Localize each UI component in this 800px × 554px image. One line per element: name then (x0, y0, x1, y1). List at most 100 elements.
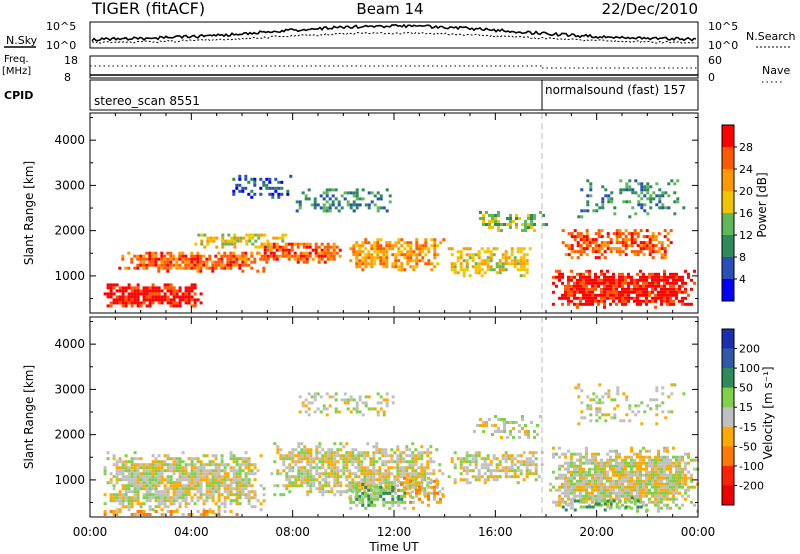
heatmap-cell (259, 177, 263, 181)
heatmap-cell (473, 430, 476, 433)
heatmap-cell (355, 401, 359, 405)
heatmap-cell (369, 481, 373, 485)
heatmap-cell (423, 475, 427, 479)
heatmap-cell (130, 472, 134, 476)
heatmap-cell (654, 293, 657, 297)
heatmap-cell (388, 500, 392, 504)
heatmap-cell (579, 299, 582, 303)
heatmap-cell (394, 256, 398, 260)
heatmap-cell (583, 416, 587, 420)
heatmap-cell (409, 491, 412, 495)
heatmap-cell (157, 493, 161, 497)
heatmap-cell (300, 478, 304, 482)
heatmap-cell (612, 293, 615, 297)
heatmap-cell (433, 479, 436, 483)
heatmap-cell (606, 235, 610, 239)
heatmap-cell (376, 209, 380, 213)
heatmap-cell (232, 457, 236, 461)
heatmap-cell (277, 180, 281, 184)
heatmap-cell (157, 484, 161, 488)
heatmap-cell (576, 287, 579, 291)
heatmap-cell (154, 257, 158, 261)
heatmap-cell (241, 260, 245, 264)
heatmap-cell (118, 301, 122, 305)
heatmap-cell (489, 265, 493, 269)
heatmap-cell (175, 478, 179, 482)
heatmap-cell (280, 180, 284, 184)
heatmap-cell (570, 452, 573, 456)
heatmap-cell (352, 485, 356, 489)
heatmap-cell (405, 472, 409, 476)
heatmap-cell (646, 212, 650, 216)
heatmap-cell (618, 476, 621, 480)
heatmap-cell (154, 251, 158, 255)
heatmap-cell (376, 392, 380, 396)
heatmap-cell (654, 235, 658, 239)
heatmap-cell (160, 460, 164, 464)
heatmap-cell (639, 250, 643, 254)
heatmap-cell (418, 247, 422, 251)
heatmap-cell (486, 259, 490, 263)
heatmap-cell (600, 235, 604, 239)
heatmap-cell (589, 419, 593, 423)
heatmap-cell (633, 485, 636, 489)
heatmap-cell (642, 482, 645, 486)
heatmap-cell (539, 211, 542, 214)
heatmap-cell (435, 448, 439, 452)
heatmap-cell (163, 493, 167, 497)
heatmap-cell (118, 499, 122, 503)
heatmap-cell (603, 497, 606, 501)
heatmap-cell (312, 466, 316, 470)
heatmap-cell (533, 217, 536, 220)
heatmap-cell (348, 472, 352, 476)
heatmap-cell (609, 455, 612, 459)
heatmap-cell (115, 475, 119, 479)
heatmap-cell (157, 469, 161, 473)
heatmap-cell (358, 488, 362, 492)
heatmap-cell (393, 487, 397, 491)
heatmap-cell (285, 454, 289, 458)
heatmap-cell (561, 229, 565, 233)
heatmap-cell (684, 473, 687, 477)
heatmap-cell (352, 253, 356, 257)
heatmap-cell (549, 488, 552, 492)
heatmap-cell (394, 241, 398, 245)
heatmap-cell (591, 485, 594, 489)
heatmap-cell (175, 301, 179, 305)
heatmap-cell (322, 197, 326, 201)
heatmap-cell (364, 256, 368, 260)
heatmap-cell (573, 467, 576, 471)
heatmap-cell (142, 292, 146, 296)
heatmap-cell (178, 298, 182, 302)
heatmap-cell (525, 475, 529, 479)
heatmap-cell (509, 220, 512, 223)
heatmap-cell (199, 466, 203, 470)
heatmap-cell (194, 242, 198, 246)
heatmap-cell (525, 466, 529, 470)
heatmap-cell (306, 451, 310, 455)
heatmap-cell (199, 490, 203, 494)
heatmap-cell (184, 505, 188, 509)
heatmap-cell (241, 457, 245, 461)
heatmap-cell (355, 485, 359, 489)
heatmap-cell (223, 266, 227, 270)
heatmap-cell (358, 244, 362, 248)
heatmap-cell (639, 278, 642, 282)
heatmap-cell (411, 451, 415, 455)
heatmap-cell (266, 242, 270, 246)
heatmap-cell (351, 478, 355, 482)
heatmap-cell (220, 469, 224, 473)
heatmap-cell (513, 256, 517, 260)
heatmap-cell (244, 496, 248, 500)
heatmap-cell (121, 466, 125, 470)
heatmap-cell (621, 494, 624, 498)
heatmap-cell (654, 473, 657, 477)
heatmap-cell (145, 487, 149, 491)
heatmap-cell (370, 200, 374, 204)
heatmap-cell (453, 478, 457, 482)
heatmap-cell (594, 494, 597, 498)
heatmap-cell (624, 494, 627, 498)
heatmap-cell (382, 410, 386, 414)
heatmap-cell (369, 469, 373, 473)
heatmap-cell (681, 503, 684, 507)
